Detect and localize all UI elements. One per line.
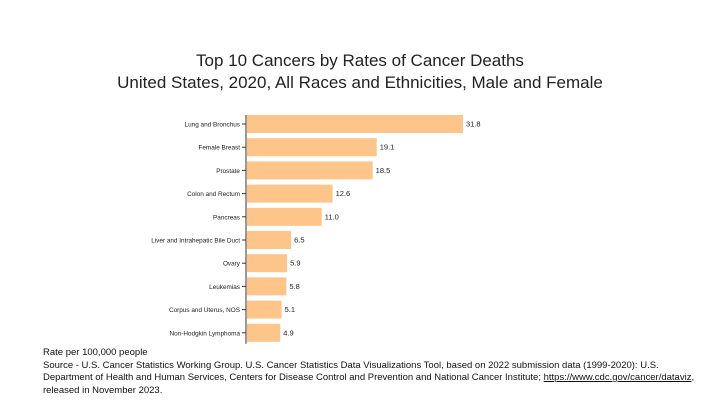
data-label: 6.5 <box>294 236 304 245</box>
source-note: Source - U.S. Cancer Statistics Working … <box>43 360 703 398</box>
y-tick-label: Prostate <box>216 168 240 175</box>
bar <box>247 207 322 226</box>
bar <box>247 277 287 296</box>
y-tick-label: Corpus and Uterus, NOS <box>169 307 240 314</box>
data-label: 19.1 <box>380 143 395 152</box>
y-tick-label: Lung and Bronchus <box>185 122 240 129</box>
chart-title-line-2: United States, 2020, All Races and Ethni… <box>117 73 603 92</box>
data-label: 12.6 <box>336 189 351 198</box>
bar <box>247 161 373 180</box>
chart-title: Top 10 Cancers by Rates of Cancer Deaths… <box>0 50 720 94</box>
y-tick-label: Non-Hodgkin Lymphoma <box>170 330 241 337</box>
data-label: 31.8 <box>466 120 481 129</box>
source-link[interactable]: https://www.cdc.gov/cancer/dataviz <box>543 372 692 383</box>
y-tick-label: Liver and Intrahepatic Bile Duct <box>151 238 240 245</box>
data-label: 11.0 <box>325 212 339 221</box>
data-label: 18.5 <box>376 166 391 175</box>
data-label: 4.9 <box>283 328 293 337</box>
data-label: 5.9 <box>290 259 300 268</box>
bar <box>247 138 377 157</box>
source-text: Source - U.S. Cancer Statistics Working … <box>43 359 659 384</box>
y-tick-label: Colon and Rectum <box>187 191 240 198</box>
bar <box>247 231 292 249</box>
source-tail: , released in November 2023. <box>43 372 695 396</box>
data-label: 5.1 <box>285 305 295 314</box>
chart-title-line-1: Top 10 Cancers by Rates of Cancer Deaths <box>196 51 524 70</box>
bar <box>247 254 288 273</box>
bar <box>247 184 333 203</box>
data-label: 5.8 <box>289 282 299 291</box>
y-tick-label: Pancreas <box>213 214 240 221</box>
chart-footer: Rate per 100,000 people Source - U.S. Ca… <box>43 347 703 397</box>
y-tick-label: Ovary <box>223 261 241 268</box>
bar <box>247 115 463 133</box>
bar <box>247 323 281 342</box>
rate-note: Rate per 100,000 people <box>43 347 148 358</box>
y-tick-label: Female Breast <box>198 145 240 152</box>
y-tick-label: Leukemias <box>209 284 240 291</box>
bar <box>247 300 282 319</box>
